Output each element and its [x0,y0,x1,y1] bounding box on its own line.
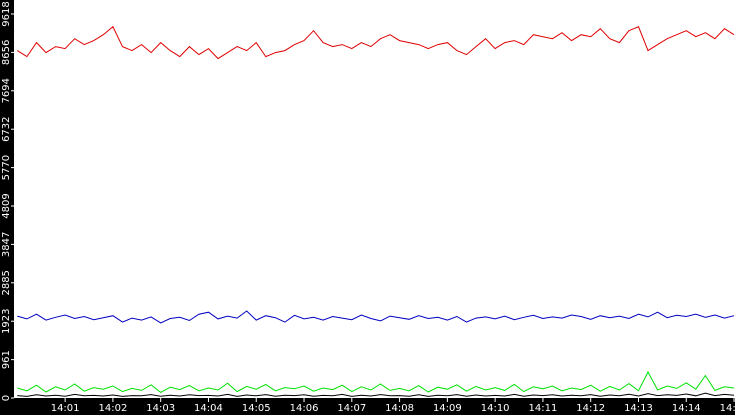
y-tick-label: 0 [1,395,12,401]
x-tick-label: 14:02 [98,403,127,414]
x-tick-label: 14:13 [624,403,653,414]
series-line [17,370,735,393]
y-tick-label: 2885 [1,270,12,295]
series-line [17,25,735,60]
series-line [17,392,735,397]
x-tick-label: 14:07 [337,403,366,414]
x-tick-label: 14:04 [194,403,223,414]
x-tick-label: 14:01 [51,403,80,414]
x-tick-label: 14:05 [242,403,271,414]
y-axis-strip [0,0,14,415]
x-tick-label: 14:12 [576,403,605,414]
x-tick-label: 14:14 [672,403,701,414]
x-tick-label: 14:10 [481,403,510,414]
x-axis-strip [0,398,735,415]
series-line [17,310,735,324]
y-tick-label: 8656 [1,40,12,65]
y-tick-label: 7694 [1,78,12,103]
y-tick-label: 5770 [1,155,12,180]
y-tick-label: 1923 [1,308,12,333]
y-tick-label: 6732 [1,116,12,141]
y-tick-label: 4809 [1,193,12,218]
x-tick-label: 14:09 [433,403,462,414]
x-tick-label: 14:03 [146,403,175,414]
x-tick-label: 14:15 [720,403,735,414]
y-tick-label: 9618 [1,1,12,26]
x-tick-label: 14:11 [529,403,558,414]
y-tick-label: 3847 [1,232,12,257]
x-tick-label: 14:06 [290,403,319,414]
y-tick-label: 961 [1,350,12,369]
x-tick-label: 14:08 [385,403,414,414]
